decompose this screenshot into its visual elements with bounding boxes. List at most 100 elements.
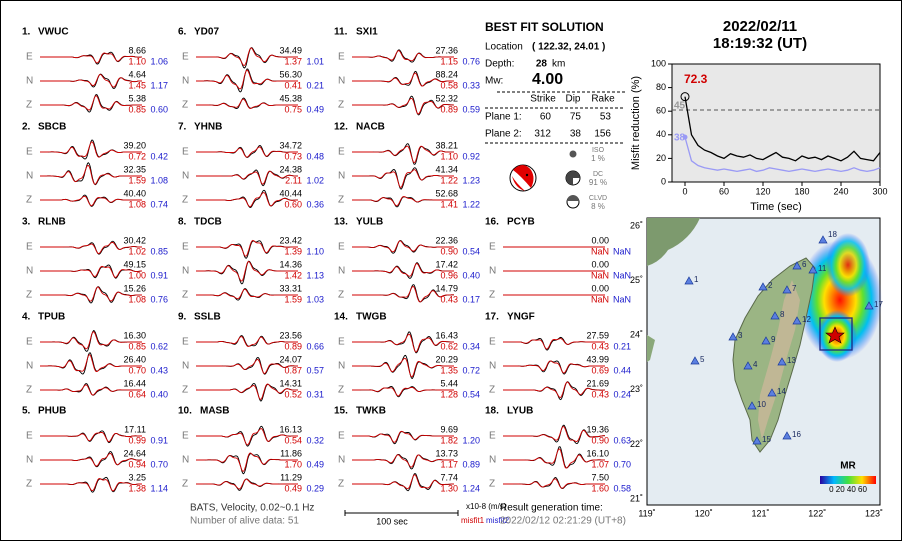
synthetic-waveform [352, 474, 454, 490]
misfit2: 0.63 [613, 435, 631, 445]
misfit1: NaN [591, 294, 609, 304]
misfit2: 0.58 [613, 483, 631, 493]
station-marker [818, 235, 828, 244]
misfit2: 0.49 [306, 459, 324, 469]
misfit2: 0.43 [150, 365, 168, 375]
station-number: 13. [334, 217, 348, 228]
component-label: Z [26, 100, 32, 111]
station-label: 5 [700, 355, 705, 364]
amplitude: 34.72 [279, 140, 302, 150]
generated-label: Result generation time: [500, 503, 603, 514]
misfit2: 0.89 [462, 459, 480, 469]
station-code: YNGF [507, 312, 535, 323]
misfit1: 0.89 [440, 104, 458, 114]
misfit1: 1.02 [128, 246, 146, 256]
solution-title: BEST FIT SOLUTION [485, 20, 604, 34]
misfit1: 0.62 [440, 341, 458, 351]
synthetic-waveform [40, 164, 142, 185]
synthetic-waveform [40, 141, 142, 158]
amplitude: 5.44 [440, 378, 458, 388]
misfit2: NaN [613, 246, 631, 256]
iso-icon [569, 150, 577, 158]
synthetic-waveform [503, 338, 605, 350]
misfit1: 1.37 [284, 56, 302, 66]
misfit1: 0.69 [591, 365, 609, 375]
misfit1: 0.99 [128, 435, 146, 445]
station-number: 15. [334, 406, 348, 417]
synthetic-waveform [40, 52, 142, 64]
station-marker [792, 261, 802, 270]
misfit1: 1.10 [440, 151, 458, 161]
synthetic-waveform [352, 145, 455, 164]
synthetic-waveform [503, 425, 606, 442]
component-label: Z [338, 290, 344, 301]
station-marker [743, 361, 753, 370]
component-label: Z [26, 479, 32, 490]
station-label: 10 [757, 400, 766, 409]
station-marker [728, 332, 738, 341]
misfit1: 1.38 [128, 483, 146, 493]
synthetic-waveform [196, 98, 298, 109]
misfit1: 1.15 [440, 56, 458, 66]
station-label: 9 [771, 335, 776, 344]
station-number: 5. [22, 406, 31, 417]
component-label: N [26, 455, 33, 466]
misfit1: 0.89 [284, 341, 302, 351]
station-code: LYUB [507, 406, 533, 417]
misfit2: 0.44 [613, 365, 631, 375]
amplitude: 23.42 [279, 235, 302, 245]
station-marker [864, 301, 874, 310]
misfit1: 0.54 [284, 435, 302, 445]
misfit2: 1.08 [150, 175, 168, 185]
lat-tick-label: 26˚ [630, 220, 643, 230]
beachball [509, 164, 537, 192]
synthetic-waveform [503, 478, 605, 489]
station-number: 8. [178, 217, 187, 228]
misfit2: 1.01 [306, 56, 324, 66]
lat-tick-label: 25˚ [630, 275, 643, 285]
component-label: Z [26, 385, 32, 396]
misfit1: NaN [591, 246, 609, 256]
scale-label: 100 sec [376, 516, 408, 526]
synthetic-waveform [196, 359, 298, 374]
synthetic-waveform [40, 478, 142, 492]
synthetic-waveform [40, 95, 142, 111]
source: BATS, Velocity, 0.02~0.1 Hz [190, 503, 314, 514]
component-label: N [489, 455, 496, 466]
station-marker [747, 401, 757, 410]
units: x10-8 (m/s) [466, 502, 507, 511]
component-label: N [26, 361, 33, 372]
amplitude: 16.10 [586, 448, 609, 458]
misfit2: 1.02 [306, 175, 324, 185]
misfit2: 0.33 [462, 80, 480, 90]
misfit2: 0.91 [150, 435, 168, 445]
amplitude: 23.56 [279, 330, 302, 340]
misfit1: 1.07 [591, 459, 609, 469]
amplitude: 52.32 [435, 93, 458, 103]
component-label: N [338, 266, 345, 277]
y-tick-label: 60 [656, 106, 666, 116]
amplitude: 43.99 [586, 354, 609, 364]
component-label: Z [182, 385, 188, 396]
station-code: SXI1 [356, 27, 378, 38]
map: MR 0 20 40 60 [646, 217, 882, 506]
station-marker [792, 316, 802, 325]
amplitude: 24.07 [279, 354, 302, 364]
misfit2: NaN [613, 294, 631, 304]
synthetic-waveform [196, 146, 298, 158]
component-label: E [182, 52, 189, 63]
amplitude: 7.74 [440, 472, 458, 482]
station-code: NACB [356, 122, 385, 133]
amplitude: 49.15 [123, 259, 146, 269]
y-tick-label: 80 [656, 82, 666, 92]
misfit2: 0.17 [462, 294, 480, 304]
amplitude: 16.44 [123, 378, 146, 388]
misfit1: 1.35 [440, 365, 458, 375]
misfit1: 1.00 [128, 270, 146, 280]
misfit1: 0.60 [284, 199, 302, 209]
station-label: 16 [792, 430, 801, 439]
lon-tick-label: 121˚ [751, 508, 769, 518]
synthetic-waveform [40, 241, 142, 254]
y-tick-label: 20 [656, 153, 666, 163]
component-label: Z [182, 290, 188, 301]
